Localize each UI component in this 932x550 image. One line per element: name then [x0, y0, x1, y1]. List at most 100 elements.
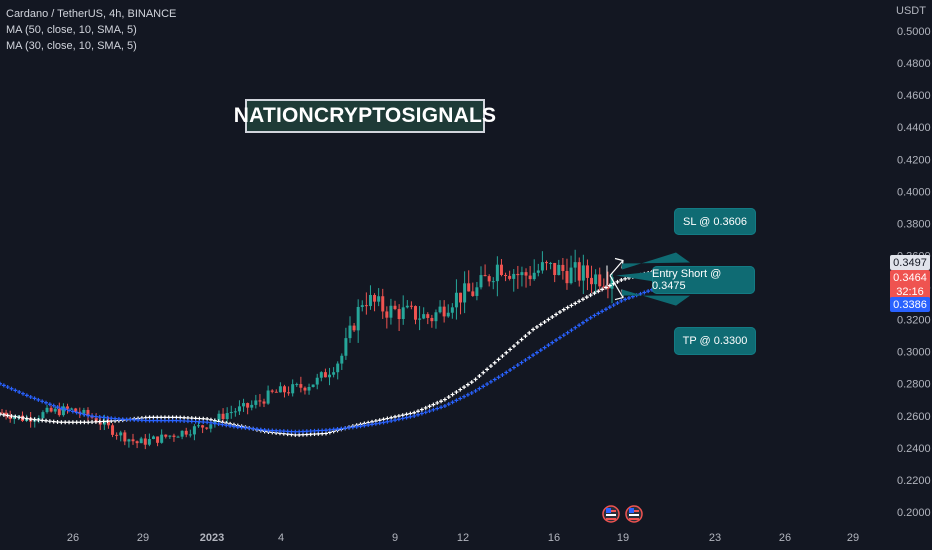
ma-50-marker — [28, 417, 33, 422]
ma-30-marker — [600, 309, 605, 314]
tp-callout[interactable]: TP @ 0.3300 — [674, 327, 756, 355]
candle-body — [573, 262, 577, 268]
ma-30-marker — [162, 418, 167, 423]
candle-body — [0, 412, 4, 414]
ma-50-marker — [17, 415, 22, 420]
candle-body — [495, 264, 499, 282]
y-tick-label: 0.5000 — [897, 26, 931, 38]
candle-body — [201, 425, 205, 428]
ma-50-marker — [557, 310, 562, 315]
x-tick-label: 12 — [457, 532, 469, 544]
entry-callout[interactable]: Entry Short @ 0.3475 — [652, 266, 755, 294]
candle-body — [430, 317, 434, 322]
ma-50-marker — [465, 382, 470, 387]
ma-30-marker — [557, 335, 562, 340]
candle-body — [463, 283, 467, 303]
candle-body — [512, 273, 516, 279]
ma-50-marker — [439, 399, 444, 404]
ma-50-marker — [569, 303, 574, 308]
candle-body — [426, 314, 430, 318]
ma-50-marker — [565, 305, 570, 310]
candle-body — [254, 400, 258, 405]
ma-30-marker — [527, 355, 532, 360]
candle-body — [86, 409, 90, 416]
ma-50-marker — [511, 344, 516, 349]
ma-30-marker — [404, 415, 409, 420]
ma-30-marker — [90, 414, 95, 419]
candle-body — [364, 305, 368, 307]
ma-30-marker — [596, 311, 601, 316]
ma-30-marker — [393, 418, 398, 423]
ma-30-marker — [603, 307, 608, 312]
ma-50-marker — [105, 419, 110, 424]
candle-body — [270, 390, 274, 392]
ma-30-marker — [485, 382, 490, 387]
ma-30-marker — [120, 417, 125, 422]
candle-body — [278, 386, 282, 393]
candle-body — [532, 272, 536, 280]
candles — [0, 249, 614, 450]
candle-body — [553, 262, 557, 276]
ma-30-marker — [500, 372, 505, 377]
flag-canton — [606, 508, 611, 513]
flag-stripe — [629, 514, 639, 516]
ma-30-marker — [626, 295, 631, 300]
ma-50-marker — [508, 347, 513, 352]
ma-50-marker — [546, 317, 551, 322]
flag-canton — [629, 508, 634, 513]
ma-50-marker — [481, 370, 486, 375]
flag-stripe — [629, 518, 639, 520]
ma-30-marker — [132, 417, 137, 422]
legend-ma-30[interactable]: MA (30, close, 10, SMA, 5) — [6, 40, 137, 52]
candle-body — [508, 275, 512, 279]
ma-30-marker — [270, 428, 275, 433]
ma-30-marker — [592, 313, 597, 318]
ma-30-marker — [128, 417, 133, 422]
candle-body — [102, 420, 106, 425]
ma-30-marker — [569, 328, 574, 333]
ma-50-marker — [542, 319, 547, 324]
candle-body — [229, 412, 233, 414]
candle-body — [8, 416, 12, 420]
ma-30-marker — [339, 426, 344, 431]
x-tick-label: 9 — [392, 532, 398, 544]
candle-body — [360, 305, 364, 307]
entry-callout-pointer — [616, 271, 654, 282]
ma-30-marker — [24, 393, 29, 398]
ma-30-marker — [178, 418, 183, 423]
legend-ma-50[interactable]: MA (50, close, 10, SMA, 5) — [6, 24, 137, 36]
ma-50-marker — [24, 416, 29, 421]
sl-callout[interactable]: SL @ 0.3606 — [674, 208, 756, 235]
y-tick-label: 0.4800 — [897, 58, 931, 70]
ma-50-marker — [596, 289, 601, 294]
candle-body — [561, 264, 565, 272]
candle-body — [209, 424, 213, 429]
candle-body — [217, 413, 221, 421]
legend-symbol[interactable]: Cardano / TetherUS, 4h, BINANCE — [6, 8, 177, 20]
candle-body — [237, 406, 241, 412]
x-tick-label: 29 — [137, 532, 149, 544]
candle-body — [266, 390, 270, 404]
y-tick-label: 0.4000 — [897, 186, 931, 198]
ma-50-marker — [584, 295, 589, 300]
candle-body — [225, 413, 229, 420]
axis-unit-label[interactable]: USDT — [896, 5, 926, 17]
ma-30-marker — [51, 403, 56, 408]
candle-body — [528, 275, 532, 280]
ma-30-marker — [9, 386, 14, 391]
ma-30-marker — [262, 428, 267, 433]
candle-body — [258, 400, 262, 402]
candle-body — [516, 273, 520, 276]
ma-30-marker — [109, 416, 114, 421]
ma-30-marker — [40, 399, 45, 404]
ma-30-marker — [504, 370, 509, 375]
ma-30-marker — [534, 350, 539, 355]
candle-body — [233, 411, 237, 413]
candle-body — [344, 338, 348, 356]
ma-30-marker — [44, 400, 49, 405]
ma-30-marker — [147, 418, 152, 423]
watermark-banner: NATIONCRYPTOSIGNALS — [234, 99, 496, 133]
candle-body — [598, 274, 602, 287]
candle-body — [557, 264, 561, 276]
